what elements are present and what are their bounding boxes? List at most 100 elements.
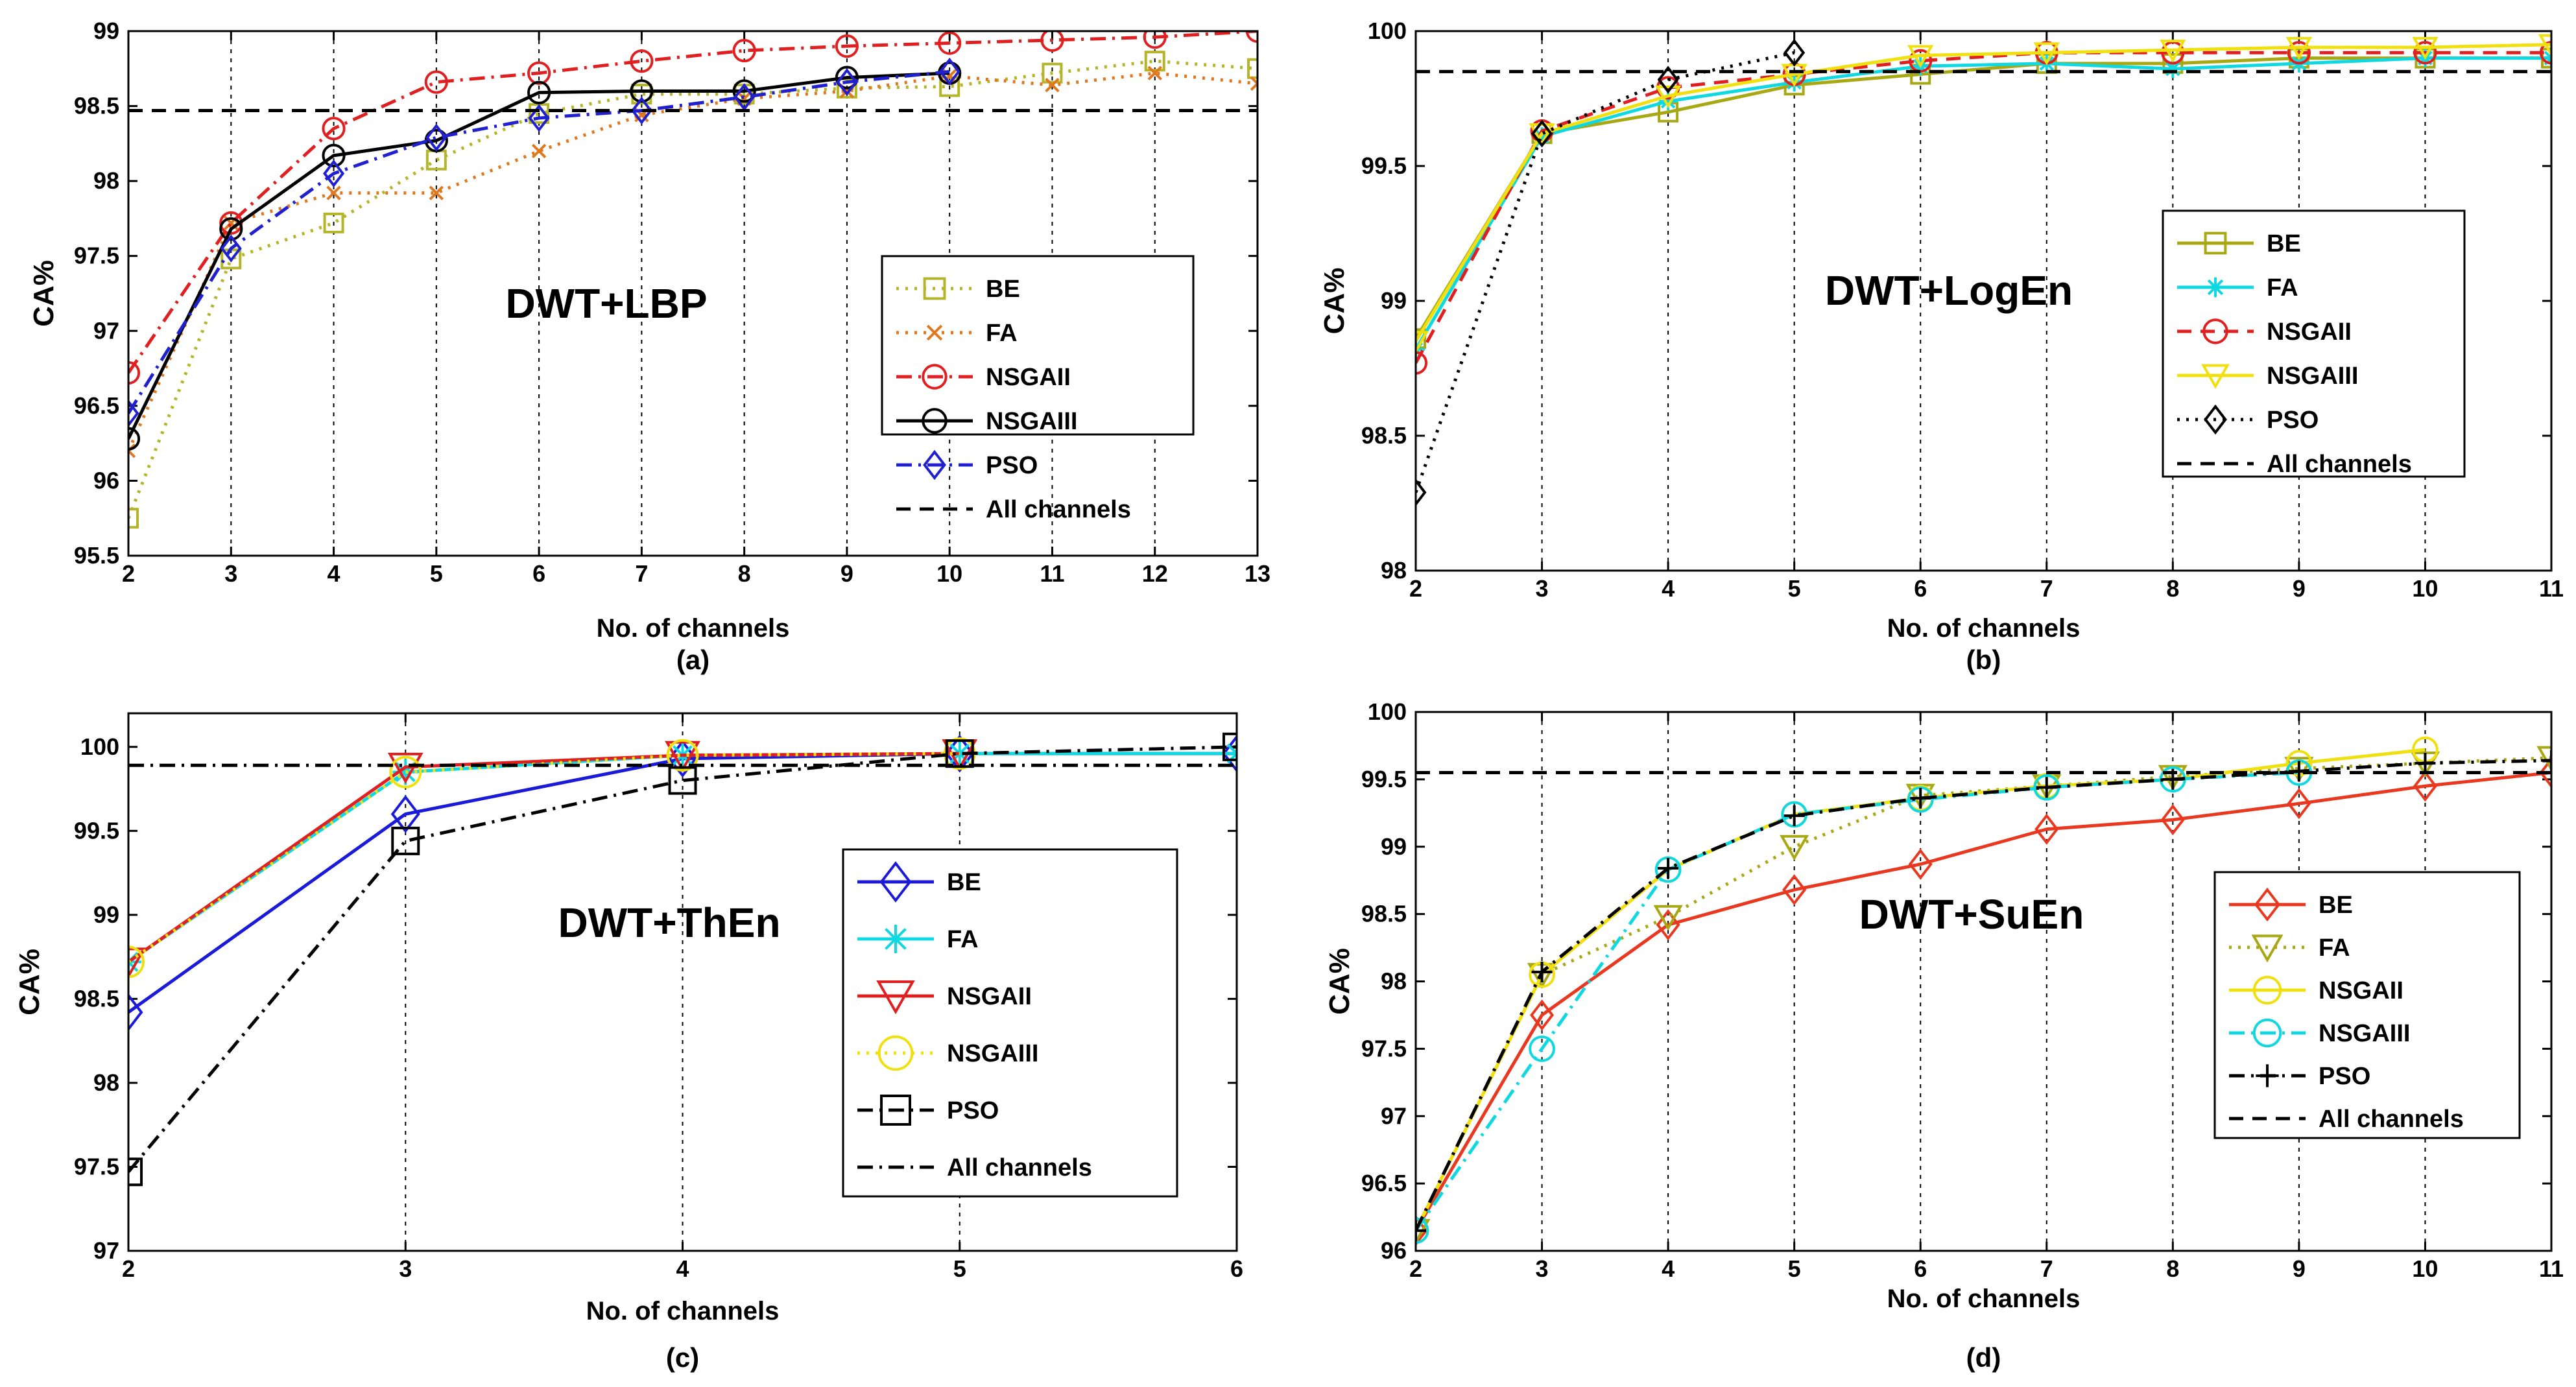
legend-label: PSO [947,1097,999,1124]
legend-marker [881,925,910,953]
series-line-pso [1416,51,1795,493]
x-axis-label: No. of channels [1887,1285,2081,1313]
x-tick-label: 9 [2293,1255,2306,1282]
data-point-pso [2541,750,2551,771]
x-tick-label: 12 [1142,560,1168,587]
panel-label: (c) [666,1342,699,1373]
y-tick-label: 98.5 [74,985,119,1012]
series-line-be [1416,771,2551,1232]
data-point-nsgaii [665,741,700,772]
data-point-fa [1045,77,1060,93]
data-point-nsgaii [1040,31,1064,52]
data-point-pso [938,57,960,86]
data-point-fa [326,185,341,200]
axes-frame [1414,711,2553,1252]
legend-label: FA [947,926,979,953]
data-point-nsgaiii [630,79,654,103]
data-point-be [128,508,139,529]
legend-box [881,255,1195,436]
x-tick-label: 6 [532,560,545,587]
y-tick-label: 96.5 [1361,1170,1407,1196]
x-tick-label: 7 [2040,1255,2053,1282]
legend: BE FA NSGAII NSGAIII PSO All channels [881,255,1195,523]
data-point-fa [128,443,136,458]
data-point-nsgaiii [1529,123,1555,147]
data-point-be [2539,757,2551,788]
data-point-be [1042,62,1063,84]
legend: BE FA NSGAII NSGAIII PSO All channels [842,848,1178,1198]
series-line-pso [128,69,950,414]
data-point-pso [323,160,345,188]
data-point-be [128,993,143,1032]
data-point-nsgaiii [219,217,243,241]
x-tick-label: 13 [1245,560,1270,587]
data-point-be [1530,999,1555,1031]
chart-title: DWT+LBP [505,280,707,327]
series-line-nsgaii [128,31,1258,374]
legend-label: BE [986,276,1020,303]
data-point-pso [1222,732,1237,761]
x-tick-label: 3 [1536,1255,1549,1282]
series-line-nsgaii [128,752,960,964]
legend-label: All channels [2267,451,2412,478]
y-tick-label: 99.5 [1361,766,1407,792]
legend-marker [2256,1064,2279,1087]
legend-marker [2251,934,2284,963]
y-tick-label: 98.5 [1361,422,1407,449]
y-tick-label: 99.5 [74,817,119,844]
y-tick-label: 99 [93,18,119,44]
y-tick-label: 98 [1381,968,1407,995]
x-tick-label: 5 [1788,1255,1801,1282]
data-point-be [2160,804,2185,836]
y-tick-label: 97.5 [1361,1035,1407,1061]
data-point-nsgaiii [389,755,422,788]
data-point-pso [220,234,242,263]
legend-marker [2204,404,2227,435]
data-point-nsgaiii [732,79,756,103]
y-tick-label: 100 [1368,18,1407,44]
data-point-nsgaiii [1907,786,1934,813]
data-point-nsgaiii [322,143,346,167]
x-tick-label: 4 [1662,575,1675,602]
x-tick-label: 10 [936,560,962,587]
data-point-fa [1250,76,1258,91]
legend-label: BE [2267,230,2301,257]
legend-label: NSGAIII [2319,1020,2410,1047]
data-point-pso [1531,961,1553,982]
data-point-pso [1416,478,1427,506]
chart-title: DWT+SuEn [1859,891,2084,938]
y-tick-label: 98 [93,1069,119,1096]
y-tick-label: 98 [1381,557,1407,584]
data-point-nsgaii [938,31,962,55]
chart-panel-d: 2 3 4 5 6 7 8 9 10 11 96 96.5 97 97.5 98 98.5 99 99.5 100 D… [1324,698,2564,1373]
x-tick-label: 11 [1040,560,1064,587]
data-point-fa [392,759,419,785]
y-tick-label: 97 [93,1237,119,1264]
axes-frame [127,712,1238,1252]
series-line-be [128,59,1258,519]
chart-panel-a: 2 3 4 5 6 7 8 9 10 11 12 13 95.5 96 96.5 97 97.5 98 98.5 99… [28,18,1270,675]
data-point-be [390,795,420,833]
x-tick-label: 2 [122,1255,135,1282]
panel-label: (d) [1966,1342,2001,1373]
series-line-nsgaii [1416,51,2551,364]
data-point-pso [1783,805,1805,826]
y-axis-label: CA% [1324,948,1355,1015]
legend-marker [2205,277,2226,298]
data-point-nsgaiii [1529,1035,1555,1062]
x-tick-label: 10 [2412,575,2438,602]
data-point-pso [836,68,858,97]
y-tick-label: 96 [93,467,119,493]
legend-box [842,848,1178,1198]
legend-label: PSO [986,452,1038,479]
data-point-nsgaii [527,61,551,85]
x-tick-label: 2 [1409,1255,1422,1282]
data-point-be [1247,58,1258,79]
data-point-nsgaiii [2412,36,2439,60]
data-point-pso [528,104,550,132]
data-point-pso [2036,777,2057,798]
legend-label: NSGAII [2319,977,2403,1004]
data-point-be [1222,734,1237,773]
series-group [1416,736,2551,1246]
